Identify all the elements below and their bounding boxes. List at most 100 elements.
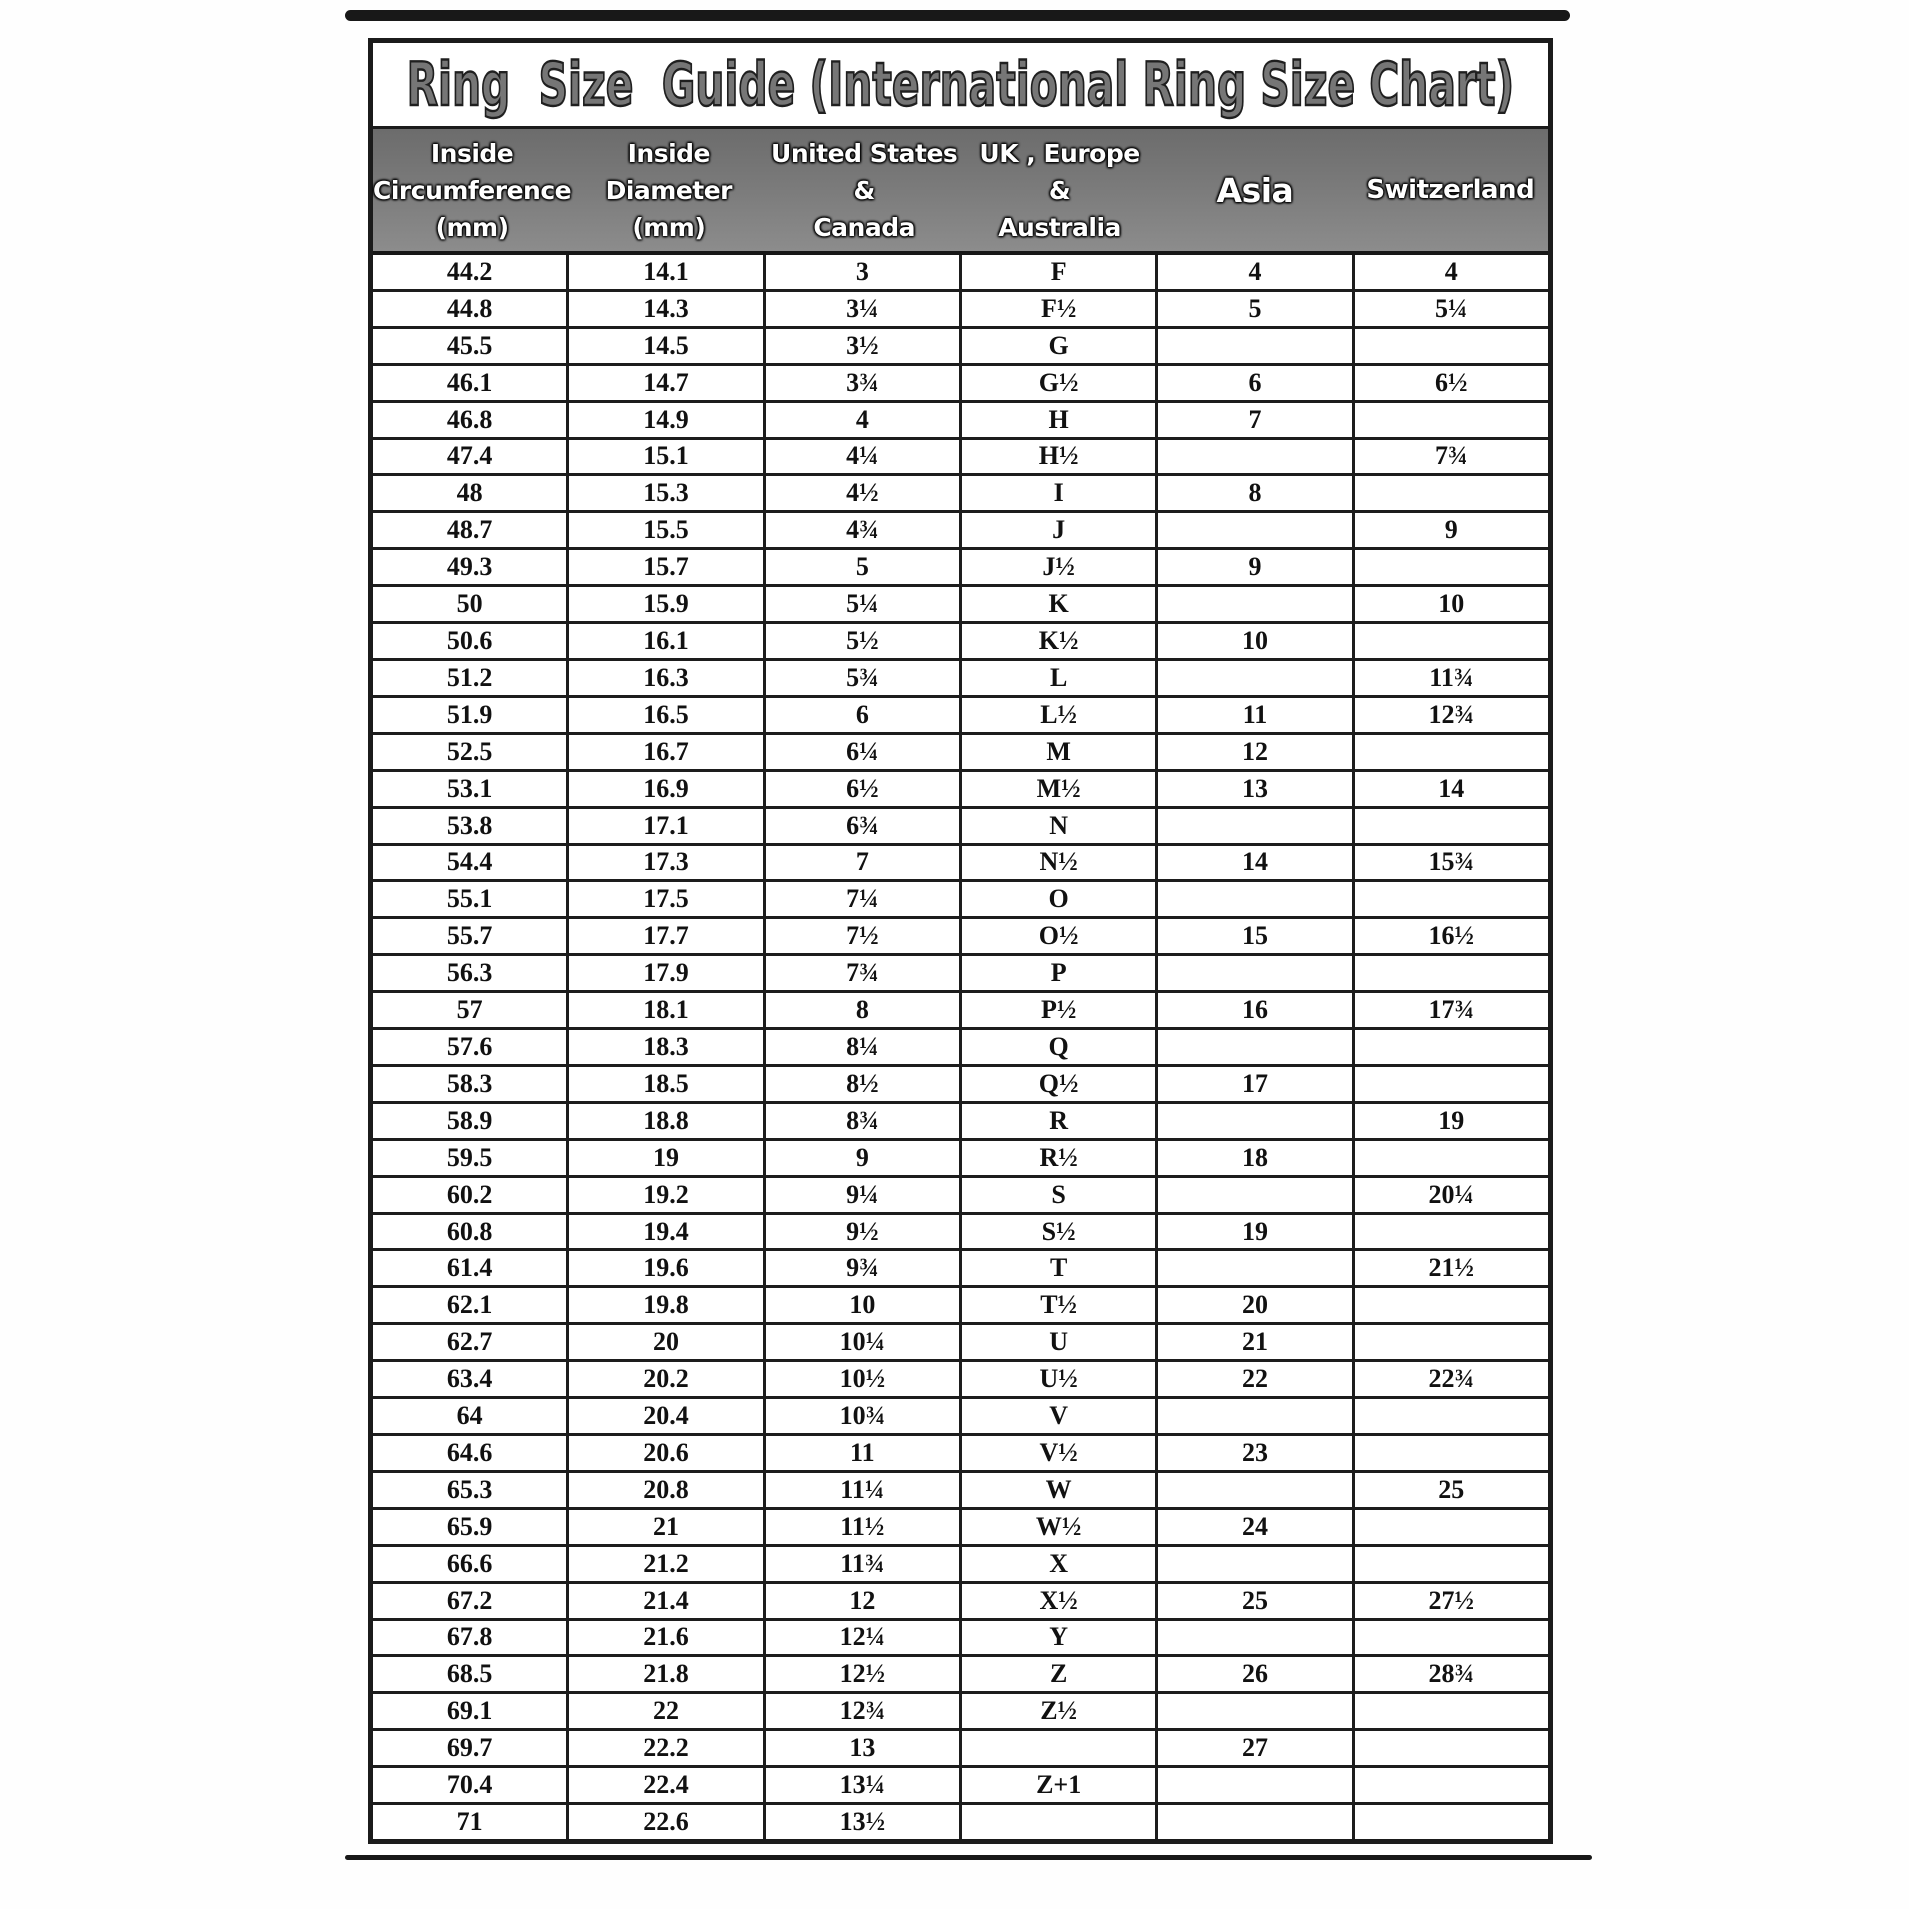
table-cell: 27½ [1428,1585,1475,1615]
table-cell: 20.8 [569,1472,766,1507]
table-row: 48 15.3 4½ I 8 [373,476,1548,514]
table-cell: 26 [1158,1657,1355,1692]
table-cell: 22.6 [569,1805,766,1839]
table-cell: 6¼ [766,734,962,769]
table-cell: 5¼ [1435,293,1468,323]
table-cell: 7½ [766,919,962,954]
table-cell: 10 [1438,589,1465,619]
table-row: 56.3 17.9 7¾ P [373,956,1548,994]
table-row: 47.4 15.1 4¼ H½ 7¾ [373,439,1548,477]
table-cell: 20 [1158,1288,1355,1323]
table-cell [1158,328,1355,363]
table-cell: 13½ [766,1805,962,1839]
table-cell: M [962,734,1159,769]
table-row: 61.4 19.6 9¾ T 21½ [373,1251,1548,1289]
table-cell [1158,1103,1355,1138]
table-cell [1355,1215,1548,1249]
table-cell [1355,1141,1548,1175]
table-cell: 69.7 [373,1731,570,1766]
table-cell: Z½ [962,1694,1159,1729]
table-row: 53.8 17.1 6¾ N [373,808,1548,846]
table-cell: 7 [766,845,962,880]
table-cell: 11¾ [1429,662,1474,692]
table-row: 50 15.9 5¼ K 10 [373,587,1548,625]
table-cell: 63.4 [373,1362,570,1397]
table-cell: 46.8 [373,402,570,437]
table-cell [1158,587,1355,622]
table-cell: 5 [766,550,962,585]
table-cell: R½ [962,1140,1159,1175]
table-cell: 15.5 [569,513,766,548]
table-cell: 11¼ [766,1472,962,1507]
table-cell [1355,1547,1548,1581]
table-cell: 58.9 [373,1103,570,1138]
table-cell: 8½ [766,1066,962,1101]
table-cell: 4 [1444,256,1458,286]
table-cell: V½ [962,1436,1159,1470]
table-row: 60.2 19.2 9¼ S 20¼ [373,1177,1548,1215]
table-row: 60.8 19.4 9½ S½ 19 [373,1214,1548,1252]
table-cell: 15.9 [569,587,766,622]
table-cell: 66.6 [373,1546,570,1581]
table-cell: 20¼ [1428,1179,1475,1209]
table-cell: 17¾ [1428,995,1475,1025]
table-cell: 56.3 [373,956,570,991]
table-cell [1158,1768,1355,1803]
table-cell: J½ [962,550,1159,585]
table-cell: 44.8 [373,291,570,326]
table-cell: 71 [373,1805,570,1839]
table-cell: 12½ [766,1657,962,1692]
table-cell: 10½ [766,1362,962,1397]
table-cell: 19 [569,1140,766,1175]
table-row: 52.5 16.7 6¼ M 12 [373,734,1548,772]
table-cell: 21 [569,1509,766,1544]
table-row: 54.4 17.3 7 N½ 14 15¾ [373,845,1548,883]
table-cell: 14.9 [569,402,766,437]
table-cell: N [962,808,1159,843]
table-cell: 50.6 [373,624,570,658]
table-cell: 15 [1158,919,1355,954]
column-header-switzerland: Switzerland [1366,172,1534,209]
table-row: 55.7 17.7 7½ O½ 15 16½ [373,919,1548,957]
table-cell: 16.9 [569,771,766,806]
table-cell: 55.7 [373,919,570,954]
table-cell: 12¼ [766,1620,962,1655]
table-cell: 57 [373,993,570,1028]
table-cell [962,1731,1159,1766]
table-cell: 4¾ [766,513,962,548]
table-cell: 10 [1158,624,1355,658]
table-cell: 18.8 [569,1103,766,1138]
table-cell: 54.4 [373,845,570,880]
table-cell: 11½ [766,1509,962,1544]
table-row: 46.8 14.9 4 H 7 [373,402,1548,440]
table-cell: 6¾ [766,808,962,843]
table-cell: 22¾ [1428,1364,1475,1394]
table-cell: 51.9 [373,697,570,732]
table-row: 65.9 21 11½ W½ 24 [373,1509,1548,1547]
table-cell [1158,439,1355,474]
table-row: 45.5 14.5 3½ G [373,328,1548,366]
table-cell: 11 [1158,697,1355,732]
table-cell: 17 [1158,1066,1355,1101]
table-cell: 21½ [1428,1253,1475,1283]
table-cell [1158,808,1355,843]
table-row: 62.1 19.8 10 T½ 20 [373,1288,1548,1326]
table-cell: 21 [1158,1325,1355,1360]
table-cell: H½ [962,439,1159,474]
table-cell: 7¾ [1435,441,1468,471]
table-cell: 9¼ [766,1177,962,1212]
table-cell: 8 [766,993,962,1028]
table-cell: 4 [766,402,962,437]
table-cell: U½ [962,1362,1159,1397]
table-cell [962,1805,1159,1839]
table-row: 71 22.6 13½ [373,1805,1548,1839]
table-row: 67.2 21.4 12 X½ 25 27½ [373,1583,1548,1621]
table-cell: 16.7 [569,734,766,769]
table-cell: 62.1 [373,1288,570,1323]
table-cell: 22.2 [569,1731,766,1766]
table-cell [1355,1805,1548,1839]
table-row: 46.1 14.7 3¾ G½ 6 6½ [373,365,1548,403]
table-cell: 11¾ [766,1546,962,1581]
table-row: 53.1 16.9 6½ M½ 13 14 [373,771,1548,809]
table-cell: 53.1 [373,771,570,806]
